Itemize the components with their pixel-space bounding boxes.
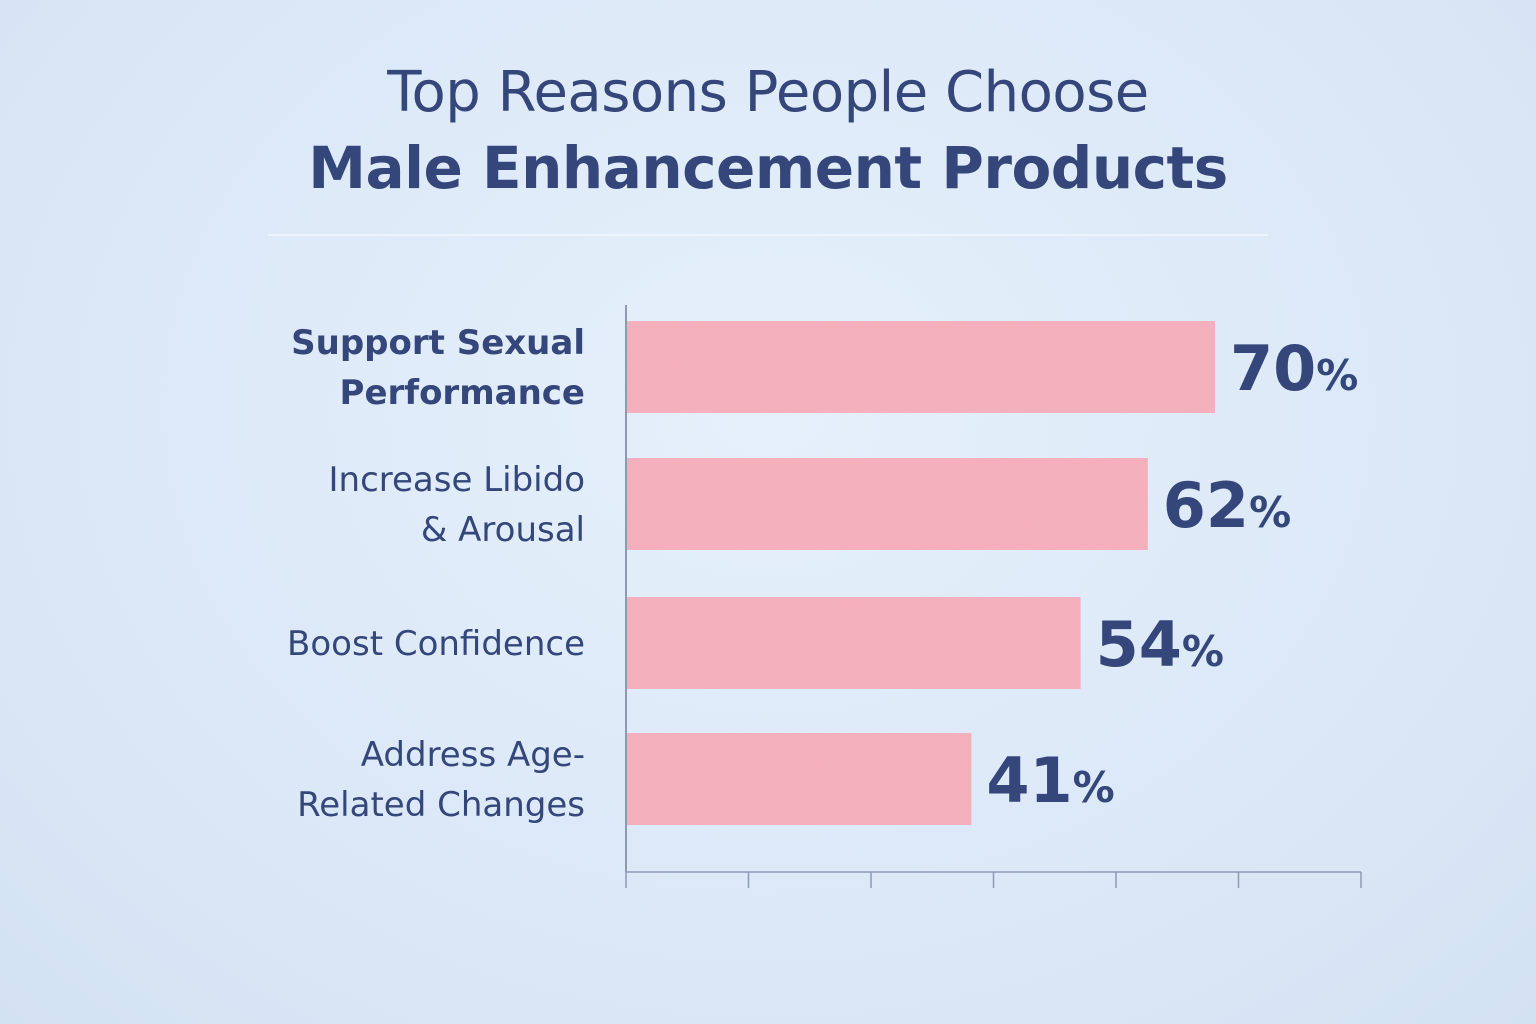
chart-title-line-2: Male Enhancement Products [308, 134, 1228, 202]
data-label-unit: % [1182, 627, 1224, 676]
data-label: 70% [1230, 332, 1358, 405]
category-label: Increase Libido [329, 460, 586, 500]
chart-title-line-1: Top Reasons People Choose [387, 60, 1149, 125]
category-label: Boost Confidence [287, 624, 585, 664]
data-label-value: 41 [986, 744, 1072, 817]
data-label: 54% [1096, 608, 1224, 681]
data-label-value: 54 [1096, 608, 1182, 681]
data-label-unit: % [1249, 488, 1291, 537]
bar-4 [627, 733, 972, 825]
bar-2 [627, 458, 1148, 550]
category-label: Related Changes [297, 785, 585, 825]
data-label: 41% [986, 744, 1114, 817]
data-label: 62% [1163, 469, 1291, 542]
title-divider [268, 234, 1268, 236]
category-label: Address Age- [361, 735, 585, 775]
data-label-unit: % [1073, 763, 1115, 812]
bar-1 [627, 321, 1215, 413]
data-label-value: 70 [1230, 332, 1316, 405]
category-label: & Arousal [421, 510, 585, 550]
category-label: Support Sexual [291, 323, 585, 363]
category-label: Performance [340, 373, 585, 413]
data-label-unit: % [1316, 351, 1358, 400]
bar-3 [627, 597, 1081, 689]
data-label-value: 62 [1163, 469, 1249, 542]
chart-title: Top Reasons People Choose Male Enhanceme… [0, 58, 1536, 208]
